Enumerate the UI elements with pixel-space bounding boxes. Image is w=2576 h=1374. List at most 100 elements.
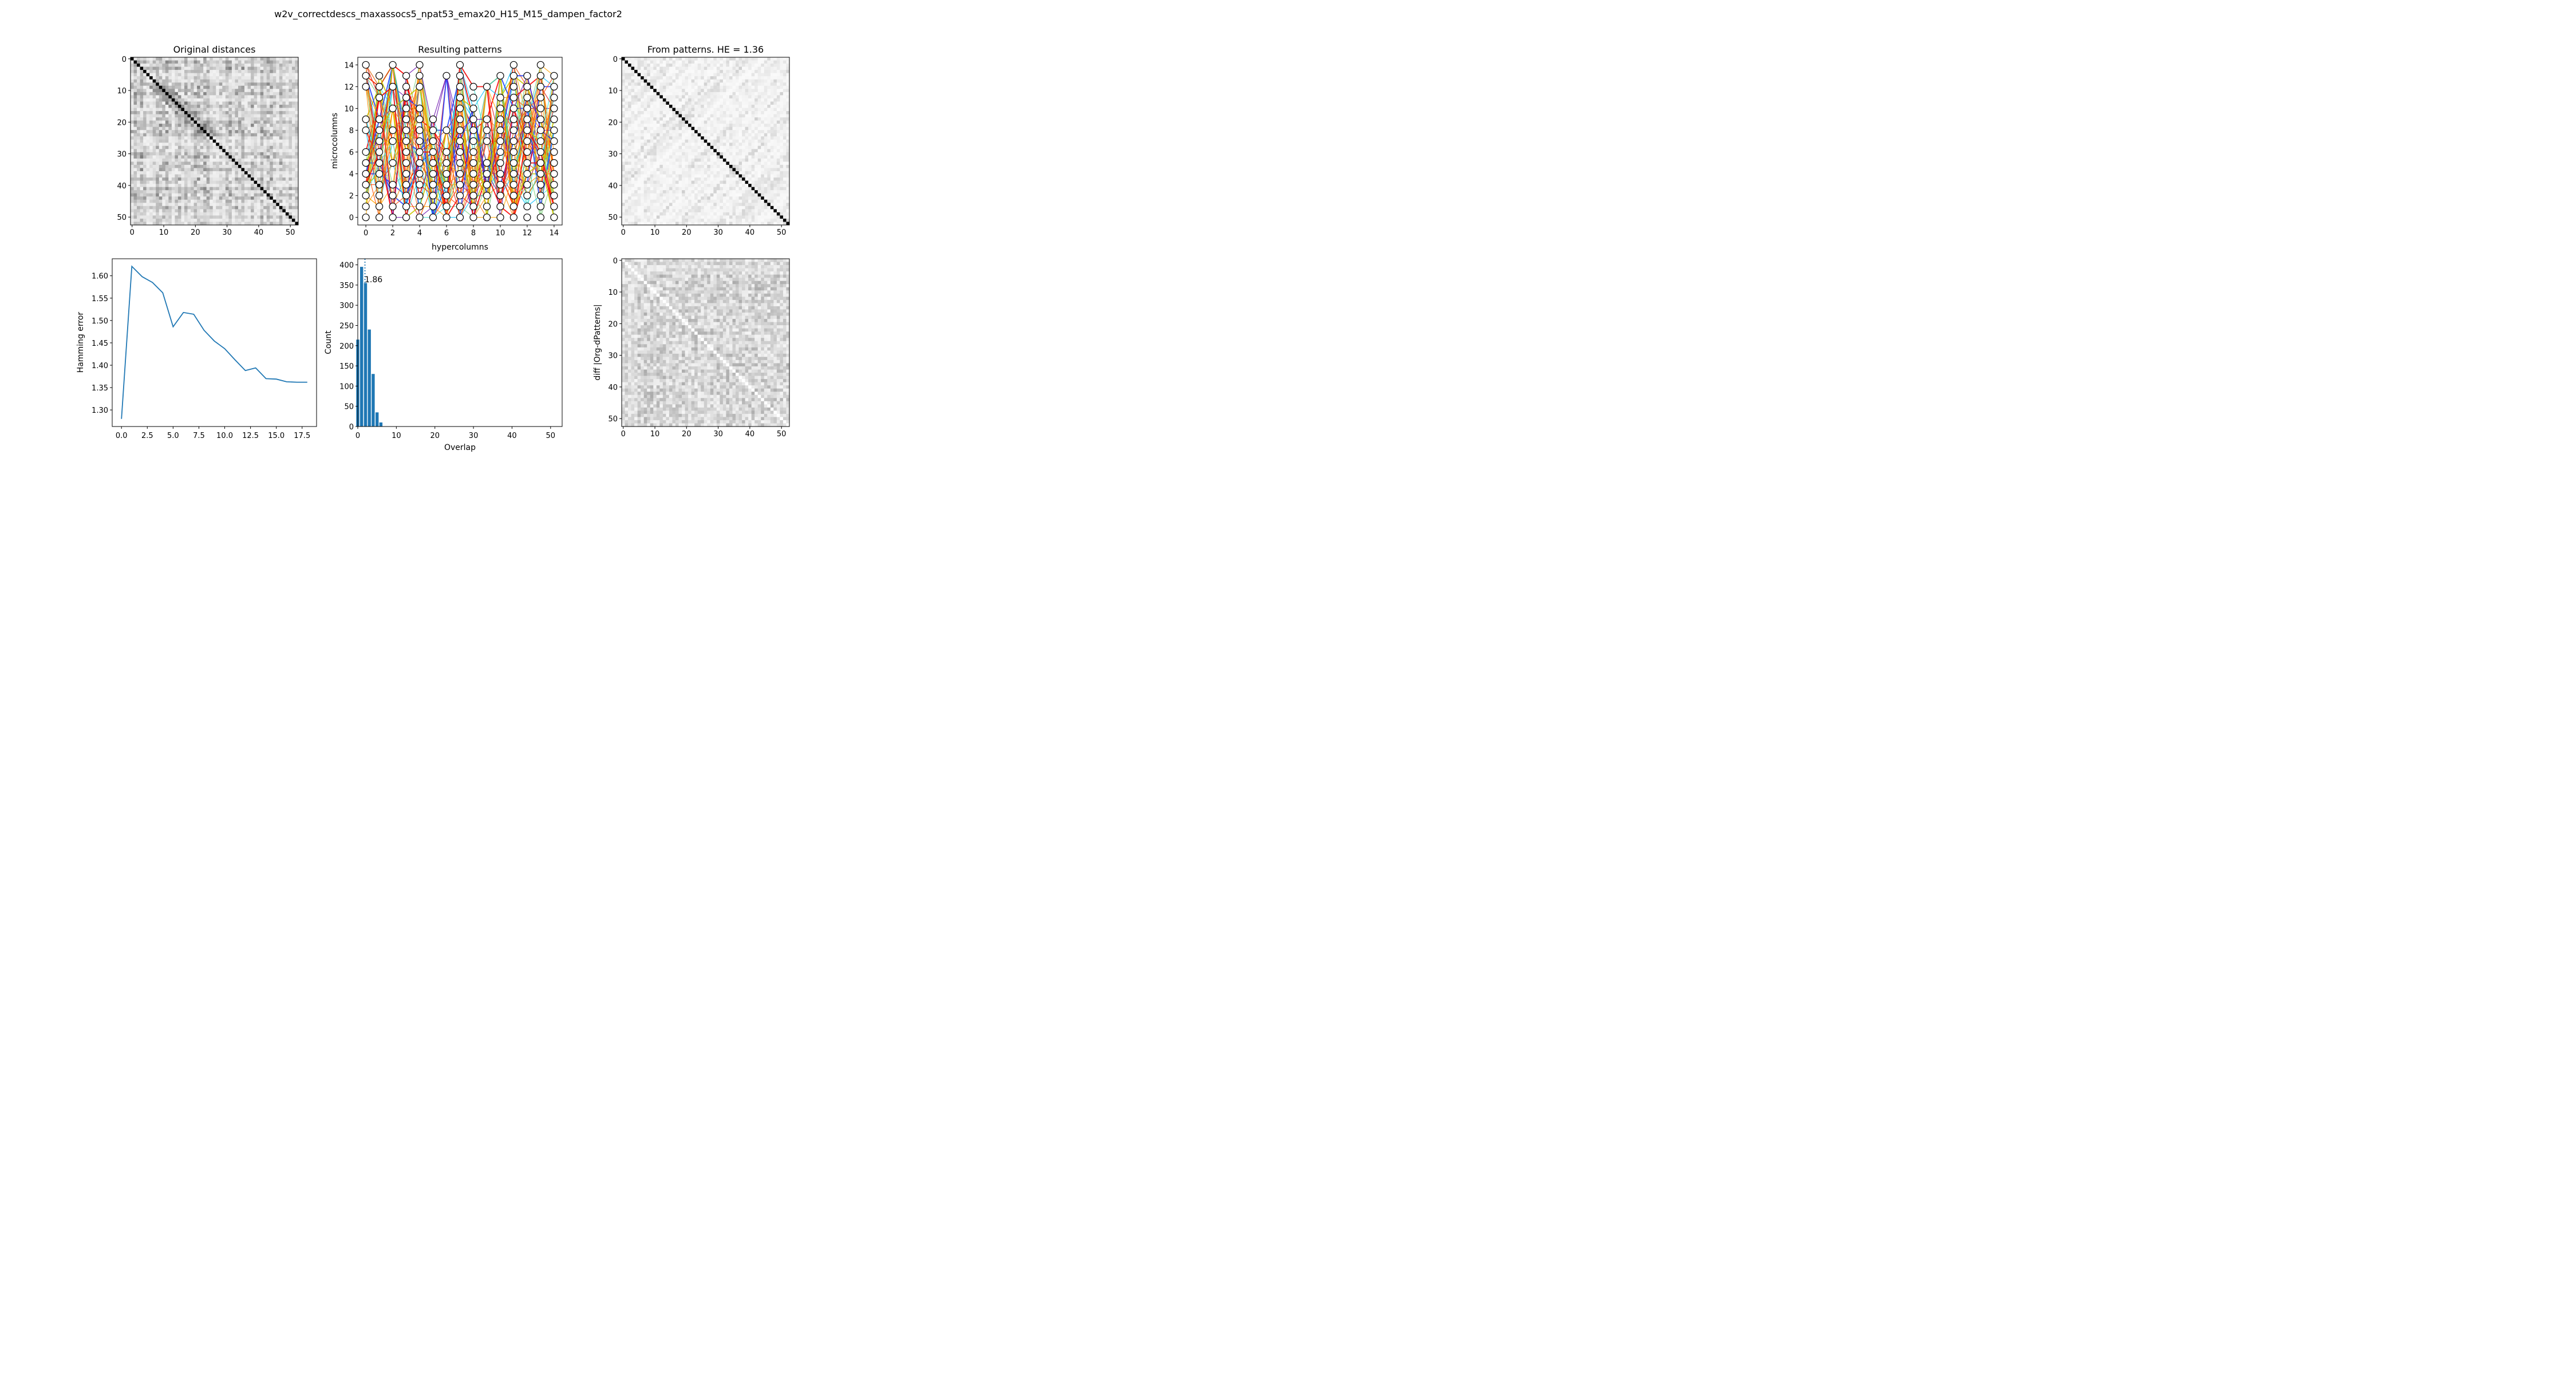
heatmap-cell (235, 95, 239, 99)
heatmap-cell (653, 155, 657, 159)
heatmap-cell (726, 64, 730, 67)
heatmap-cell (206, 218, 210, 222)
y-tick-label: 0 (122, 56, 127, 64)
heatmap-cell (162, 114, 166, 118)
heatmap-cell (643, 114, 647, 118)
heatmap-cell (247, 171, 251, 175)
heatmap-cell (137, 158, 140, 162)
heatmap-cell (266, 133, 270, 137)
heatmap-cell (726, 117, 730, 121)
heatmap-cell (210, 117, 214, 121)
heatmap-cell (282, 206, 286, 210)
heatmap-cell (133, 85, 137, 89)
heatmap-cell (748, 108, 752, 112)
heatmap-cell (722, 139, 726, 143)
heatmap-cell (634, 70, 638, 73)
heatmap-cell (146, 199, 150, 203)
heatmap-cell (270, 130, 274, 134)
heatmap-cell (748, 117, 752, 121)
heatmap-cell (748, 82, 752, 86)
heatmap-cell (729, 98, 733, 102)
heatmap-cell (761, 164, 765, 168)
heatmap-cell (276, 145, 280, 149)
heatmap-cell (146, 73, 150, 77)
heatmap-cell (231, 145, 235, 149)
heatmap-cell (131, 145, 134, 149)
heatmap-cell (260, 152, 264, 156)
heatmap-cell (282, 174, 286, 178)
heatmap-cell (625, 57, 629, 61)
heatmap-cell (272, 85, 276, 89)
heatmap-cell (159, 60, 163, 64)
heatmap-cell (628, 95, 631, 99)
heatmap-cell (691, 161, 695, 165)
heatmap-cell (177, 177, 181, 181)
heatmap-cell (643, 66, 647, 70)
heatmap-cell (726, 108, 730, 112)
heatmap-cell (767, 117, 771, 121)
heatmap-cell (266, 79, 270, 83)
heatmap-cell (272, 76, 276, 80)
heatmap-cell (257, 199, 261, 203)
heatmap-cell (244, 149, 248, 153)
heatmap-cell (622, 64, 625, 67)
heatmap-cell (162, 66, 166, 70)
heatmap-cell (210, 57, 214, 61)
unit-marker (362, 72, 370, 80)
heatmap-cell (254, 215, 258, 219)
heatmap-cell (206, 79, 210, 83)
heatmap-cell (675, 108, 679, 112)
heatmap-cell (231, 108, 235, 112)
heatmap-cell (279, 209, 283, 213)
heatmap-cell (289, 209, 293, 213)
heatmap-cell (729, 101, 733, 105)
heatmap-cell (251, 199, 254, 203)
heatmap-cell (149, 149, 153, 153)
heatmap-cell (133, 155, 137, 159)
heatmap-cell (672, 108, 676, 112)
heatmap-cell (726, 98, 730, 102)
heatmap-cell (200, 70, 204, 73)
heatmap-cell (177, 139, 181, 143)
heatmap-cell (786, 143, 790, 147)
heatmap-cell (260, 184, 264, 188)
heatmap-cell (650, 158, 654, 162)
heatmap-cell (168, 139, 172, 143)
heatmap-cell (716, 108, 720, 112)
heatmap-cell (282, 171, 286, 175)
unit-marker (523, 137, 531, 145)
heatmap-cell (780, 104, 784, 108)
heatmap-cell (162, 174, 166, 178)
heatmap-cell (235, 85, 239, 89)
heatmap-cell (177, 161, 181, 165)
heatmap-cell (171, 70, 175, 73)
heatmap-cell (282, 92, 286, 96)
heatmap-cell (672, 60, 676, 64)
heatmap-cell (216, 209, 220, 213)
heatmap-cell (742, 76, 745, 80)
heatmap-cell (231, 79, 235, 83)
heatmap-cell (713, 161, 717, 165)
heatmap-cell (137, 98, 140, 102)
heatmap-cell (251, 120, 254, 124)
heatmap-cell (235, 104, 239, 108)
heatmap-cell (291, 57, 295, 61)
heatmap-cell (175, 127, 179, 131)
heatmap-cell (729, 57, 733, 61)
heatmap-cell (241, 168, 245, 172)
heatmap-cell (171, 95, 175, 99)
heatmap-cell (713, 73, 717, 77)
unit-marker (496, 214, 504, 222)
heatmap-cell (152, 73, 156, 77)
heatmap-cell (159, 168, 163, 172)
heatmap-cell (133, 89, 137, 93)
heatmap-cell (228, 73, 232, 77)
heatmap-cell (722, 66, 726, 70)
heatmap-cell (726, 104, 730, 108)
heatmap-cell (254, 158, 258, 162)
heatmap-cell (625, 152, 629, 156)
heatmap-cell (662, 117, 666, 121)
heatmap-cell (143, 222, 147, 226)
heatmap-cell (716, 89, 720, 93)
heatmap-cell (168, 70, 172, 73)
